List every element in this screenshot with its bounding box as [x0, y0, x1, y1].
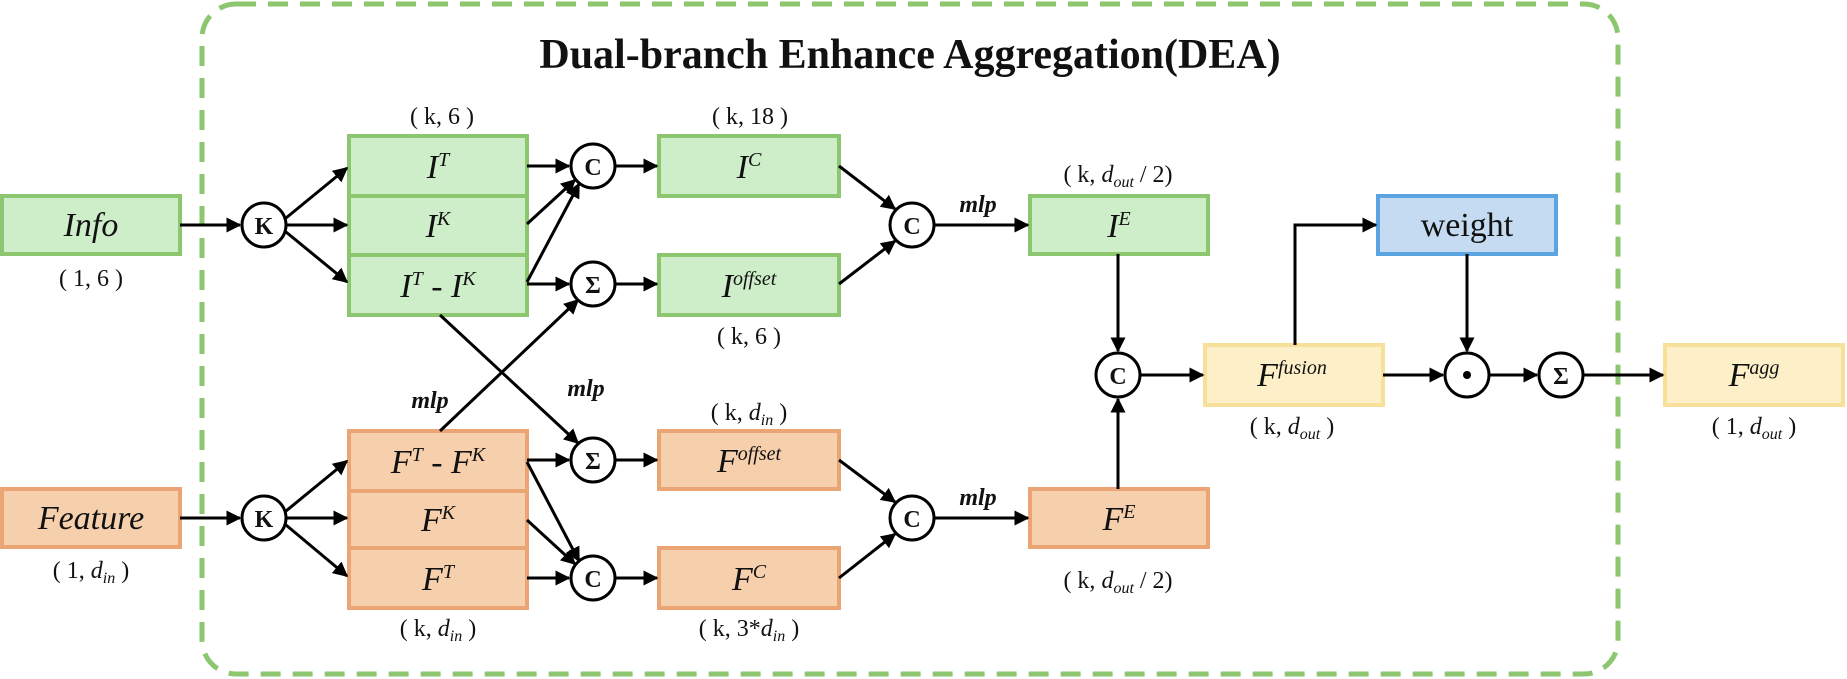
info-stack-dim: ( k, 6 ) — [410, 104, 474, 130]
mlp-label-cross-up: mlp — [411, 388, 448, 414]
foffset-dim: ( k, din ) — [711, 400, 787, 429]
mlp-label-feature-out: mlp — [959, 485, 996, 511]
concat-operator-feature: C — [569, 554, 617, 602]
ic-dim: ( k, 18 ) — [712, 104, 788, 130]
svg-text:Fagg: Fagg — [1728, 357, 1780, 394]
connection-arrows — [180, 158, 1665, 586]
svg-text:IC: IC — [736, 149, 762, 186]
svg-text:C: C — [1109, 364, 1126, 390]
svg-text:Σ: Σ — [1553, 364, 1569, 390]
it-label: IT — [426, 149, 451, 186]
svg-text:Σ: Σ — [585, 273, 601, 299]
ioffset-box: Ioffset — [657, 253, 841, 317]
concat-operator-fusion: C — [1094, 351, 1142, 399]
it-minus-ik-label: IT - IK — [399, 268, 477, 305]
ft-label: FT — [421, 561, 456, 598]
ioffset-dim: ( k, 6 ) — [717, 324, 781, 350]
svg-text:Σ: Σ — [585, 449, 601, 475]
info-input-box: Info — [0, 194, 182, 256]
svg-text:C: C — [903, 507, 920, 533]
svg-text:C: C — [903, 214, 920, 240]
weight-box: weight — [1376, 194, 1558, 256]
svg-text:K: K — [255, 214, 274, 240]
fe-dim: ( k, dout / 2) — [1063, 568, 1172, 597]
ic-box: IC — [657, 134, 841, 198]
svg-text:Ffusion: Ffusion — [1256, 357, 1327, 394]
fagg-dim: ( 1, dout ) — [1712, 414, 1796, 443]
svg-text:FC: FC — [731, 561, 767, 598]
svg-text:FE: FE — [1102, 501, 1136, 538]
sum-operator-final: Σ — [1537, 351, 1585, 399]
concat-operator-info-2: C — [888, 201, 936, 249]
fk-label: FK — [420, 502, 457, 539]
ffusion-dim: ( k, dout ) — [1250, 414, 1334, 443]
feature-dim: ( 1, din ) — [53, 558, 129, 587]
knn-operator-info: K — [240, 201, 288, 249]
sum-operator-info: Σ — [569, 260, 617, 308]
fagg-box: Fagg — [1663, 343, 1845, 407]
ik-label: IK — [425, 208, 452, 245]
info-dim: ( 1, 6 ) — [59, 266, 123, 292]
ie-dim: ( k, dout / 2) — [1063, 162, 1172, 191]
dea-module-border — [199, 1, 1621, 677]
fe-box: FE — [1028, 487, 1210, 549]
knn-operator-feature: K — [240, 494, 288, 542]
svg-text:K: K — [255, 507, 274, 533]
svg-text:weight: weight — [1421, 207, 1514, 244]
sum-operator-feature: Σ — [569, 436, 617, 484]
concat-operator-feature-2: C — [888, 494, 936, 542]
fc-dim: ( k, 3*din ) — [699, 616, 799, 645]
fc-box: FC — [657, 546, 841, 610]
svg-text:Foffset: Foffset — [716, 443, 782, 480]
ie-box: IE — [1028, 194, 1210, 256]
ffusion-box: Ffusion — [1203, 343, 1385, 407]
mlp-label-info-out: mlp — [959, 192, 996, 218]
info-stack — [347, 134, 529, 317]
svg-text:IE: IE — [1106, 208, 1131, 245]
feature-input-box: Feature — [0, 487, 182, 549]
feature-stack-dim: ( k, din ) — [400, 616, 476, 645]
info-label: Info — [63, 207, 119, 244]
diagram-title: Dual-branch Enhance Aggregation(DEA) — [539, 32, 1280, 78]
feature-label: Feature — [37, 500, 144, 537]
feature-stack — [347, 429, 529, 610]
svg-text:Ioffset: Ioffset — [721, 268, 777, 305]
dot-operator — [1443, 351, 1491, 399]
svg-text:C: C — [584, 567, 601, 593]
ft-minus-fk-label: FT - FK — [390, 444, 487, 481]
mlp-label-cross-down: mlp — [567, 376, 604, 402]
concat-operator-info: C — [569, 142, 617, 190]
foffset-box: Foffset — [657, 429, 841, 491]
it-minus-ik-box — [347, 253, 529, 317]
svg-text:C: C — [584, 155, 601, 181]
